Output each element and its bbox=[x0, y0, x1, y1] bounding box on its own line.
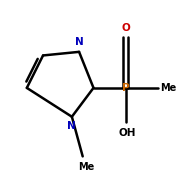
Text: N: N bbox=[68, 121, 76, 131]
Text: OH: OH bbox=[118, 128, 136, 138]
Text: N: N bbox=[75, 37, 83, 47]
Text: P: P bbox=[122, 83, 130, 93]
Text: Me: Me bbox=[160, 83, 176, 93]
Text: Me: Me bbox=[78, 162, 94, 172]
Text: O: O bbox=[122, 23, 130, 33]
